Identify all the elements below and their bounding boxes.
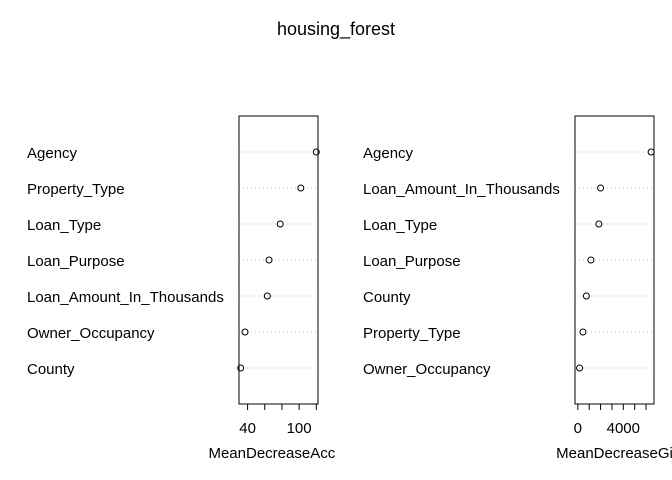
data-point [276,220,284,228]
data-point [587,256,595,264]
x-tick-label: 0 [574,420,582,437]
chart-title: housing_forest [277,19,395,40]
category-label: Property_Type [363,325,461,342]
x-tick-label: 4000 [607,420,640,437]
category-label: Loan_Purpose [363,253,461,270]
data-point [265,256,273,264]
category-label: Owner_Occupancy [27,325,155,342]
plot-frame [574,115,655,405]
data-point [597,184,605,192]
category-label: Loan_Amount_In_Thousands [363,181,560,198]
category-label: County [363,289,411,306]
data-point [582,292,590,300]
category-label: Property_Type [27,181,125,198]
category-label: Loan_Amount_In_Thousands [27,289,224,306]
data-point [647,148,655,156]
data-point [576,364,584,372]
category-label: County [27,361,75,378]
plot-frame [238,115,319,405]
category-label: Agency [363,145,414,162]
x-tick-label: 40 [239,420,256,437]
panel-mean-decrease-accuracy: Agency Property_Type Loan_Type Loan_Purpose… [27,115,348,462]
data-point [237,364,245,372]
data-point [579,328,587,336]
data-point [297,184,305,192]
category-label: Loan_Type [363,217,437,234]
data-point [263,292,271,300]
category-label: Loan_Type [27,217,101,234]
data-point [595,220,603,228]
panel-mean-decrease-gini: Agency Loan_Amount_In_Thousands Loan_Type L… [363,115,672,462]
data-point [241,328,249,336]
data-point [312,148,320,156]
category-label: Agency [27,145,78,162]
category-label: Loan_Purpose [27,253,125,270]
category-label: Owner_Occupancy [363,361,491,378]
x-axis-title: MeanDecreaseGi [556,445,672,462]
x-tick-label: 100 [287,420,312,437]
x-axis-title: MeanDecreaseAccur [208,445,348,462]
